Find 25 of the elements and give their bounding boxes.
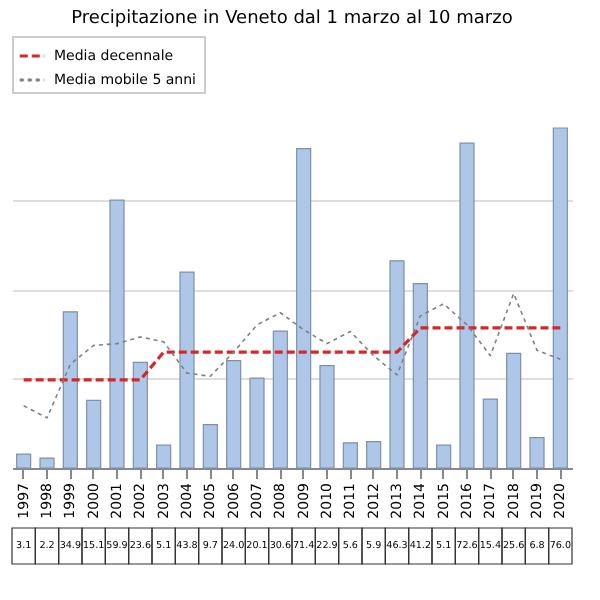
bar <box>226 360 242 469</box>
bar <box>506 352 522 469</box>
bar <box>62 311 78 469</box>
bar <box>296 147 312 469</box>
bar <box>459 142 475 469</box>
bar <box>39 457 55 469</box>
bar <box>272 330 288 469</box>
bar <box>552 127 568 469</box>
bar <box>86 399 102 469</box>
bar <box>436 444 452 469</box>
bar <box>202 424 218 469</box>
bar <box>389 260 405 469</box>
bar <box>249 377 265 469</box>
bar <box>529 436 545 469</box>
bar <box>179 271 195 469</box>
bar <box>132 361 148 469</box>
bar <box>319 364 335 469</box>
chart-title: Precipitazione in Veneto dal 1 marzo al 10 marzo <box>71 9 514 29</box>
bar <box>342 442 358 469</box>
bar <box>109 199 125 469</box>
bar <box>16 453 32 469</box>
bar <box>366 441 382 469</box>
bar <box>412 283 428 469</box>
bar <box>482 398 498 469</box>
bar <box>156 444 172 469</box>
